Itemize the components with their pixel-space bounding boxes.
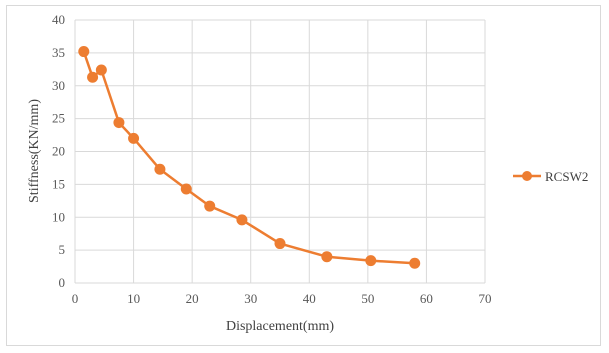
legend: RCSW2 (513, 169, 588, 184)
x-tick-label: 30 (244, 291, 257, 306)
y-tick-label: 15 (52, 176, 65, 191)
data-point (409, 257, 421, 269)
data-point (321, 251, 333, 263)
x-tick-label: 0 (72, 291, 79, 306)
legend-label: RCSW2 (545, 169, 588, 184)
y-tick-label: 0 (59, 275, 66, 290)
y-tick-label: 35 (52, 45, 65, 60)
x-tick-label: 50 (361, 291, 374, 306)
data-point (180, 183, 192, 195)
data-point (154, 163, 166, 175)
y-tick-labels: 0 5 10 15 20 25 30 35 40 (52, 12, 65, 290)
y-axis-title: Stiffness(KN/mm) (27, 99, 42, 203)
data-point (365, 255, 377, 267)
data-point (95, 64, 107, 76)
data-point (78, 46, 90, 58)
data-point (113, 117, 125, 129)
data-point (236, 214, 248, 226)
y-tick-label: 30 (52, 78, 65, 93)
y-tick-label: 25 (52, 111, 65, 126)
y-tick-label: 5 (59, 242, 66, 257)
data-point (204, 200, 216, 212)
legend-point-marker (522, 171, 532, 181)
y-tick-label: 10 (52, 209, 65, 224)
x-tick-label: 10 (127, 291, 140, 306)
y-tick-label: 20 (52, 144, 65, 159)
data-point (274, 238, 286, 250)
x-tick-label: 60 (420, 291, 433, 306)
x-tick-labels: 0 10 20 30 40 50 60 70 (72, 291, 492, 306)
data-point (128, 132, 140, 144)
data-point (87, 71, 99, 83)
series-group (78, 46, 421, 269)
y-tick-label: 40 (52, 12, 65, 27)
gridlines (74, 19, 486, 284)
x-tick-label: 70 (479, 291, 492, 306)
chart-frame (6, 5, 601, 346)
x-tick-label: 20 (186, 291, 199, 306)
x-axis-title: Displacement(mm) (226, 319, 334, 334)
x-tick-label: 40 (303, 291, 316, 306)
